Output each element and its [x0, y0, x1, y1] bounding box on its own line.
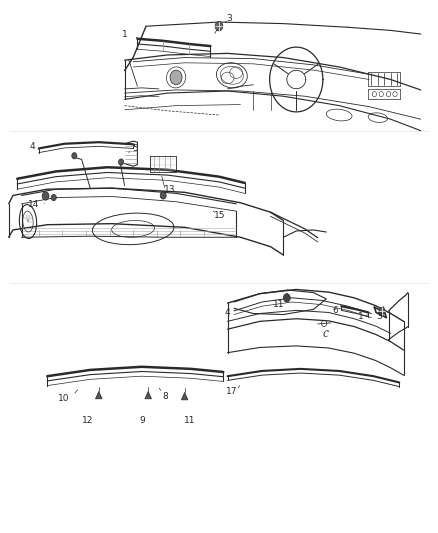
- Text: 14: 14: [28, 200, 39, 209]
- Circle shape: [170, 70, 182, 85]
- Text: 9: 9: [140, 416, 145, 425]
- Text: 8: 8: [162, 392, 168, 400]
- Polygon shape: [145, 391, 152, 399]
- Polygon shape: [181, 392, 188, 400]
- Circle shape: [51, 195, 57, 201]
- Text: 4: 4: [225, 308, 230, 317]
- Circle shape: [160, 192, 166, 199]
- Text: $\mathcal{C}$: $\mathcal{C}$: [321, 328, 329, 339]
- Text: 3: 3: [377, 312, 382, 321]
- Circle shape: [379, 307, 385, 314]
- Circle shape: [215, 21, 223, 31]
- Text: 1: 1: [122, 30, 127, 39]
- Text: 6: 6: [332, 306, 338, 316]
- Text: 3: 3: [226, 14, 232, 23]
- Text: 17: 17: [226, 387, 238, 397]
- Circle shape: [283, 294, 290, 302]
- Circle shape: [72, 152, 77, 159]
- Text: 4: 4: [29, 142, 35, 151]
- Circle shape: [42, 192, 49, 200]
- Text: 11: 11: [272, 300, 284, 309]
- Text: 11: 11: [184, 416, 195, 425]
- Text: 10: 10: [58, 394, 69, 402]
- Text: 15: 15: [214, 211, 226, 220]
- Circle shape: [119, 159, 124, 165]
- Text: 13: 13: [164, 185, 175, 193]
- Text: 5: 5: [132, 144, 138, 153]
- Polygon shape: [95, 391, 102, 399]
- Text: 1: 1: [358, 312, 364, 321]
- Text: 12: 12: [82, 416, 94, 425]
